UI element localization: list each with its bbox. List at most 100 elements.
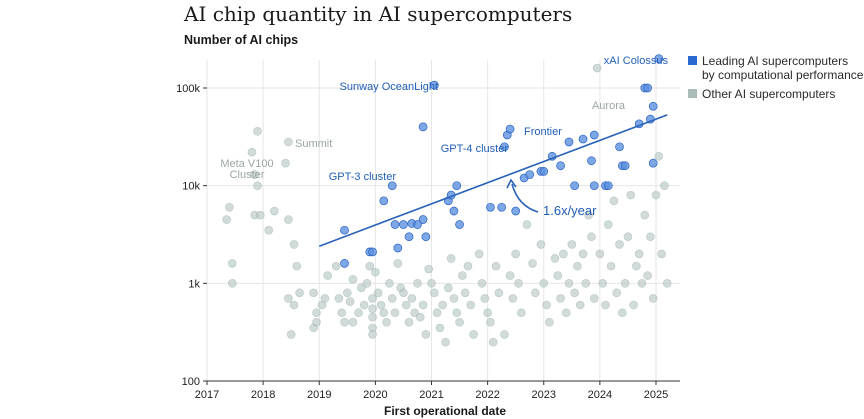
leading-supercomputer-point — [603, 181, 613, 191]
other-supercomputer-point — [415, 312, 425, 322]
other-supercomputer-point — [531, 288, 540, 298]
leading-supercomputer-point — [525, 170, 535, 179]
other-supercomputer-point — [286, 330, 296, 339]
other-supercomputer-point — [618, 308, 627, 318]
legend-line: Other AI supercomputers — [702, 87, 835, 101]
leading-supercomputer-point — [564, 137, 574, 147]
other-supercomputer-point — [545, 317, 554, 327]
leading-supercomputer-point — [643, 83, 652, 93]
other-supercomputer-point — [598, 279, 607, 288]
other-supercomputer-point — [657, 249, 666, 259]
annotation-label: Sunway OceanLight — [340, 81, 438, 93]
other-supercomputer-point — [348, 274, 358, 284]
other-supercomputer-point — [407, 294, 417, 303]
other-supercomputer-point — [295, 288, 304, 298]
other-supercomputer-point — [430, 288, 439, 298]
other-supercomputer-point — [592, 63, 602, 73]
leading-supercomputer-point — [340, 225, 349, 235]
leading-supercomputer-point — [404, 232, 414, 242]
other-supercomputer-point — [612, 288, 622, 298]
other-supercomputer-point — [312, 317, 321, 327]
leading-supercomputer-point — [390, 220, 400, 229]
leading-supercomputer-point — [486, 202, 495, 212]
other-supercomputer-point — [368, 330, 377, 339]
other-supercomputer-point — [256, 210, 265, 220]
leading-supercomputer-point — [368, 247, 377, 257]
other-supercomputer-point — [225, 203, 234, 212]
leading-supercomputer-point — [648, 101, 658, 111]
other-supercomputer-point — [446, 254, 456, 263]
other-supercomputer-point — [536, 240, 546, 249]
other-supercomputer-point — [379, 308, 389, 318]
annotation-line: Cluster — [230, 169, 265, 181]
y-tick-label: 100k — [176, 83, 200, 95]
other-supercomputer-point — [253, 181, 262, 190]
annotation-line: Sunway OceanLight — [340, 81, 438, 93]
other-supercomputer-point — [500, 330, 509, 339]
other-supercomputer-point — [486, 317, 495, 327]
legend: Leading AI supercomputers by computationa… — [688, 54, 864, 101]
y-tick-label: 100 — [182, 376, 200, 388]
other-supercomputer-point — [632, 261, 641, 271]
other-supercomputer-point — [609, 196, 619, 206]
trend-arrow — [511, 183, 539, 213]
leading-supercomputer-point — [511, 206, 521, 216]
other-supercomputer-point — [334, 294, 344, 303]
other-supercomputer-point — [387, 294, 397, 303]
other-supercomputer-point — [227, 279, 237, 288]
annotation-line: xAI Colossus — [604, 55, 669, 67]
other-supercomputer-point — [376, 300, 386, 310]
other-supercomputer-point — [250, 170, 260, 179]
other-supercomputer-point — [542, 300, 551, 310]
other-supercomputer-point — [491, 261, 501, 271]
other-supercomputer-point — [601, 300, 610, 310]
other-supercomputer-point — [480, 294, 490, 303]
other-supercomputer-point — [567, 240, 577, 249]
leading-supercomputer-point — [421, 232, 431, 242]
legend-line: by computational performance — [702, 68, 864, 82]
other-supercomputer-point — [390, 308, 400, 318]
leading-supercomputer-point — [620, 161, 630, 171]
other-supercomputer-point — [603, 220, 613, 229]
other-supercomputer-point — [289, 300, 299, 310]
x-tick-label: 2025 — [644, 389, 668, 401]
other-supercomputer-point — [418, 300, 428, 310]
other-supercomputer-point — [444, 283, 453, 293]
annotation-label: Summit — [295, 138, 332, 150]
other-supercomputer-point — [584, 210, 593, 220]
other-supercomputer-point — [528, 259, 537, 268]
leading-supercomputer-point — [413, 220, 422, 229]
leading-supercomputer-point — [505, 124, 515, 134]
other-supercomputer-point — [438, 300, 448, 310]
other-supercomputer-point — [660, 181, 669, 190]
x-tick-label: 2020 — [363, 389, 387, 401]
other-supercomputer-point — [648, 294, 658, 303]
other-supercomputer-point — [581, 279, 591, 288]
annotation-label: Aurora — [592, 100, 626, 112]
x-tick-label: 2019 — [307, 389, 331, 401]
other-supercomputer-point — [284, 294, 293, 303]
leading-supercomputer-point — [399, 220, 408, 229]
other-supercomputer-point — [646, 232, 655, 242]
leading-supercomputer-point — [589, 130, 599, 140]
leading-supercomputer-point — [379, 196, 389, 206]
leading-supercomputer-point — [654, 54, 664, 63]
other-supercomputer-point — [483, 308, 492, 318]
legend-swatch — [688, 89, 697, 98]
other-supercomputer-point — [516, 308, 526, 318]
other-supercomputer-point — [309, 288, 318, 298]
annotation-label: xAI Colossus — [604, 55, 669, 67]
annotation-line: Meta V100 — [220, 158, 273, 170]
other-supercomputer-point — [348, 317, 358, 327]
other-supercomputer-point — [606, 261, 616, 271]
other-supercomputer-point — [427, 279, 436, 288]
other-supercomputer-point — [474, 249, 484, 259]
legend-label: Other AI supercomputers — [702, 87, 835, 101]
leading-supercomputer-point — [570, 181, 579, 191]
leading-supercomputer-point — [418, 122, 428, 132]
gridlines — [206, 60, 680, 381]
legend-line: Leading AI supercomputers — [702, 54, 848, 68]
other-supercomputer-point — [634, 249, 644, 259]
other-supercomputer-point — [289, 240, 299, 249]
legend-label: Leading AI supercomputers by computationa… — [702, 54, 864, 82]
